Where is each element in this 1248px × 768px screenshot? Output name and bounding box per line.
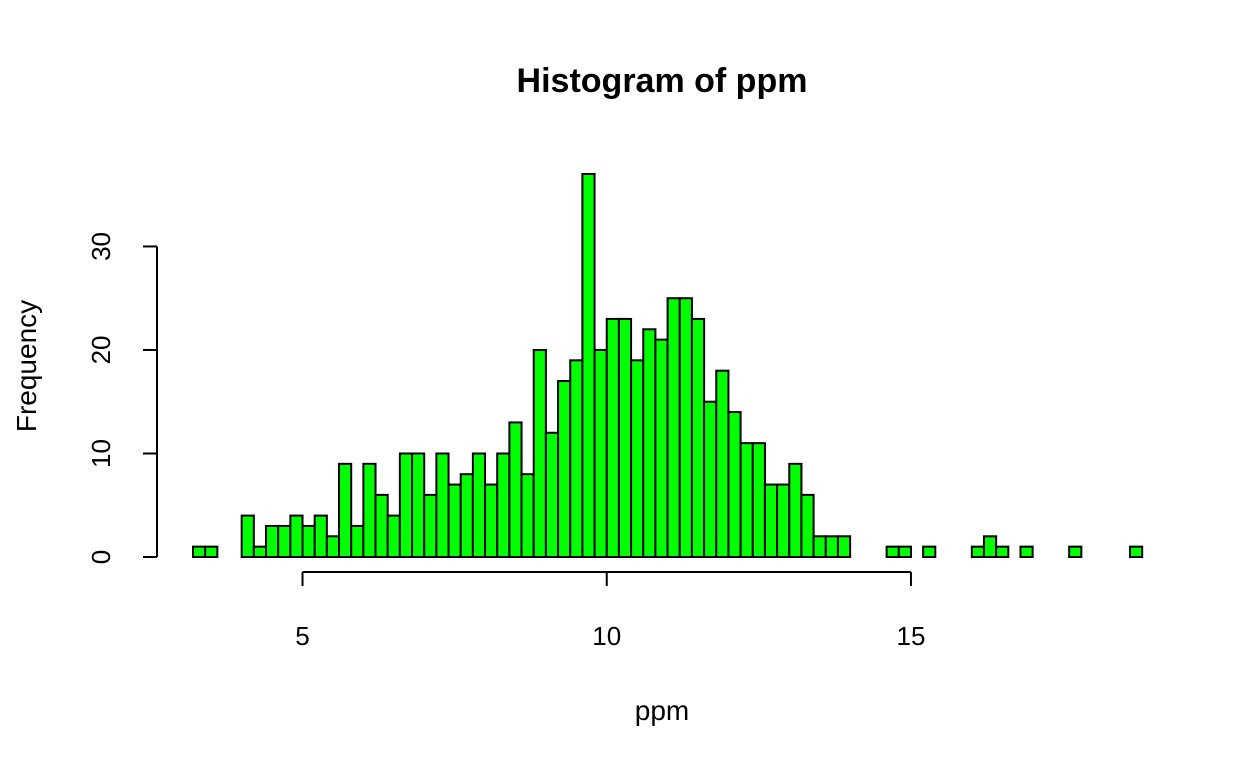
- histogram-bar: [447, 483, 462, 559]
- histogram-bar: [922, 545, 937, 559]
- histogram-bar: [1129, 545, 1144, 559]
- histogram-bar: [690, 317, 706, 559]
- x-tick-label: 15: [897, 621, 926, 651]
- y-tick-label: 30: [86, 232, 116, 261]
- histogram-bar: [301, 524, 316, 559]
- histogram-bar: [240, 514, 255, 559]
- histogram-bar: [666, 297, 681, 558]
- y-axis: 0 10 20 30: [86, 232, 158, 564]
- histogram-bar: [605, 317, 620, 559]
- histogram-bar: [703, 400, 718, 559]
- histogram-bar: [739, 442, 754, 559]
- histogram-bar: [386, 514, 401, 559]
- y-tick-label: 0: [86, 550, 116, 564]
- histogram-bar: [1068, 545, 1083, 559]
- histogram-bar: [204, 545, 219, 559]
- histogram-bar: [970, 545, 985, 559]
- histogram-bar: [313, 514, 328, 559]
- x-axis-label: ppm: [635, 695, 689, 726]
- y-axis-label: Frequency: [11, 300, 42, 432]
- histogram-bar: [508, 421, 523, 558]
- histogram-bar: [338, 462, 353, 558]
- histogram-bar: [569, 359, 584, 558]
- histogram-bar: [544, 431, 560, 558]
- histogram-bar: [982, 535, 998, 558]
- histogram-bar: [751, 442, 766, 559]
- histogram-bar: [800, 493, 815, 559]
- histogram-bar: [897, 545, 912, 559]
- histogram-bar: [617, 317, 633, 559]
- x-tick-label: 5: [295, 621, 309, 651]
- histogram-bar: [289, 514, 304, 559]
- histogram-bar: [411, 452, 426, 558]
- histogram-bar: [715, 369, 730, 558]
- histogram-bar: [812, 535, 827, 558]
- histogram-bar: [423, 493, 438, 559]
- y-tick-label: 20: [86, 336, 116, 365]
- histogram-bar: [1019, 545, 1034, 559]
- histogram-bar: [265, 524, 280, 559]
- histogram-bar: [350, 524, 365, 559]
- histogram-bar: [398, 452, 414, 558]
- histogram-bar: [788, 462, 803, 558]
- histogram-bar: [471, 452, 487, 558]
- histogram-bar: [581, 173, 596, 558]
- histogram-bar: [727, 411, 742, 558]
- histogram-bar: [277, 524, 292, 559]
- histogram-bar: [459, 473, 474, 558]
- histogram-bar: [776, 483, 791, 559]
- histogram-bar: [532, 348, 547, 558]
- histogram-bar: [642, 328, 657, 558]
- chart-title: Histogram of ppm: [517, 62, 808, 100]
- histogram-bar: [654, 338, 669, 558]
- histogram-bar: [362, 462, 377, 558]
- x-axis: 5 10 15: [295, 571, 926, 651]
- bars-group: [192, 173, 1144, 559]
- y-tick-label: 10: [86, 439, 116, 468]
- histogram-bar: [995, 545, 1010, 559]
- histogram-bar: [435, 452, 450, 558]
- histogram-bar: [885, 545, 900, 559]
- histogram-bar: [678, 297, 693, 558]
- histogram-bar: [593, 348, 608, 558]
- histogram-bar: [374, 493, 389, 559]
- histogram-bar: [836, 535, 852, 558]
- histogram-bar: [763, 483, 779, 559]
- histogram-bar: [824, 535, 839, 558]
- histogram-bar: [192, 545, 207, 559]
- histogram-bar: [557, 380, 572, 558]
- histogram-bar: [325, 535, 341, 558]
- histogram-bar: [252, 545, 268, 559]
- x-tick-label: 10: [592, 621, 621, 651]
- histogram-bar: [520, 473, 535, 558]
- histogram-bar: [484, 483, 499, 559]
- histogram-bar: [630, 359, 645, 558]
- histogram-bar: [496, 452, 511, 558]
